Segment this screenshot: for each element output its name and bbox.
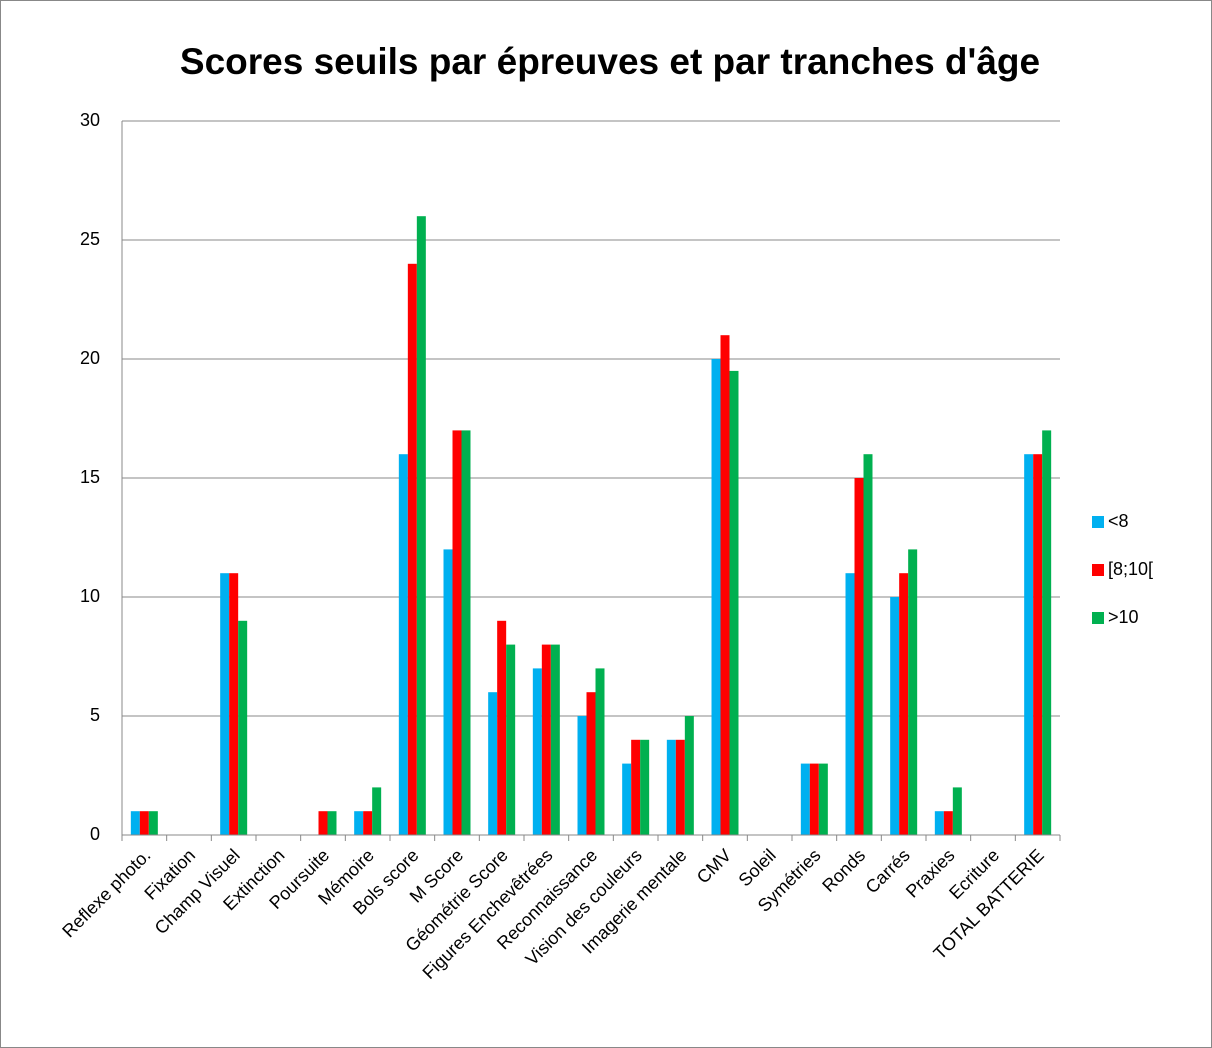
bar — [130, 811, 140, 835]
bar — [908, 549, 918, 835]
bar — [729, 370, 739, 835]
bar — [506, 644, 516, 835]
y-tick-label: 5 — [90, 705, 100, 725]
bar — [1042, 430, 1052, 835]
legend-label: <8 — [1108, 511, 1129, 531]
bar — [318, 811, 328, 835]
y-tick-label: 30 — [80, 110, 100, 130]
y-tick-label: 0 — [90, 824, 100, 844]
bar — [1024, 454, 1034, 835]
legend-label: >10 — [1108, 607, 1139, 627]
bar — [666, 739, 676, 835]
bar — [684, 716, 694, 835]
bar — [845, 573, 855, 835]
bar — [398, 454, 408, 835]
bar — [497, 620, 507, 835]
bar — [863, 454, 873, 835]
bar — [818, 763, 828, 835]
bar — [640, 739, 650, 835]
bar — [809, 763, 819, 835]
bar — [675, 739, 685, 835]
bar — [416, 216, 426, 835]
bar — [952, 787, 962, 835]
bar — [711, 359, 721, 835]
legend-label: [8;10[ — [1108, 559, 1153, 579]
bar — [238, 620, 248, 835]
legend-swatch — [1092, 564, 1104, 576]
bar — [1033, 454, 1043, 835]
chart-title: Scores seuils par épreuves et par tranch… — [180, 41, 1040, 82]
bar — [631, 739, 641, 835]
bar — [720, 335, 730, 835]
bar — [327, 811, 337, 835]
bar — [461, 430, 471, 835]
bar — [899, 573, 909, 835]
y-tick-label: 10 — [80, 586, 100, 606]
legend-swatch — [1092, 612, 1104, 624]
bar — [488, 692, 498, 835]
bar — [363, 811, 373, 835]
bar — [943, 811, 953, 835]
bar — [854, 478, 864, 835]
bar — [372, 787, 382, 835]
bar — [800, 763, 810, 835]
y-tick-label: 15 — [80, 467, 100, 487]
bar — [934, 811, 944, 835]
bar — [452, 430, 462, 835]
bar — [541, 644, 551, 835]
bar — [220, 573, 230, 835]
bar — [595, 668, 605, 835]
bar — [622, 763, 632, 835]
bar — [443, 549, 453, 835]
y-tick-label: 25 — [80, 229, 100, 249]
bar — [148, 811, 158, 835]
bar — [229, 573, 239, 835]
bar — [550, 644, 560, 835]
bar — [577, 716, 587, 835]
bar — [586, 692, 596, 835]
bar — [354, 811, 364, 835]
bar — [139, 811, 149, 835]
bar — [890, 597, 900, 835]
bar — [532, 668, 542, 835]
y-tick-label: 20 — [80, 348, 100, 368]
legend-swatch — [1092, 516, 1104, 528]
bar — [407, 263, 417, 835]
